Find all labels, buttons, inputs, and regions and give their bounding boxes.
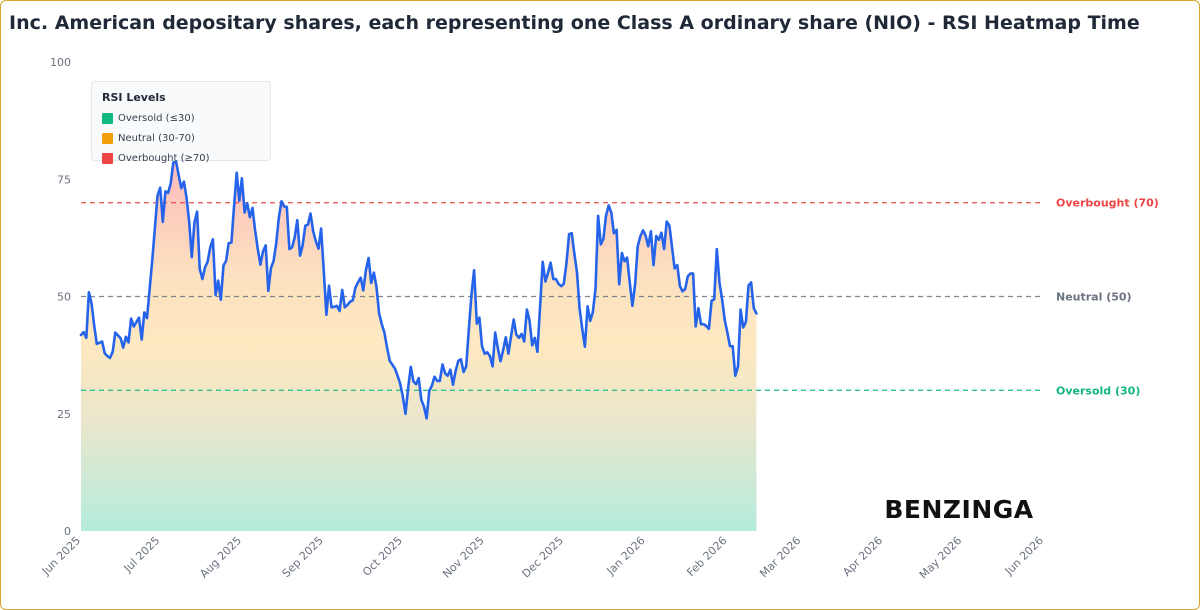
x-tick-label: Jan 2026 — [604, 534, 648, 578]
x-tick-label: Mar 2026 — [757, 534, 803, 580]
reference-line-label: Oversold (30) — [1056, 384, 1140, 397]
oversold-swatch — [102, 112, 113, 124]
legend-item-oversold: Oversold (≤30) — [102, 111, 195, 125]
reference-line-label: Overbought (70) — [1056, 197, 1159, 210]
y-axis: 0 25 50 75 100 — [50, 56, 71, 538]
overbought-swatch — [102, 152, 113, 164]
chart-title: Inc. American depositary shares, each re… — [9, 12, 1140, 34]
legend-label-oversold: Oversold (≤30) — [118, 112, 195, 124]
legend: RSI Levels Oversold (≤30) Neutral (30-70… — [91, 81, 271, 164]
legend-item-overbought: Overbought (≥70) — [102, 151, 210, 165]
y-tick-label: 75 — [57, 173, 71, 186]
benzinga-logo: BENZINGA — [881, 495, 1037, 525]
reference-lines: Overbought (70) Neutral (50) Oversold (30) — [81, 197, 1159, 397]
legend-item-neutral: Neutral (30-70) — [102, 131, 195, 145]
x-tick-label: May 2026 — [917, 534, 965, 582]
y-tick-label: 0 — [64, 525, 71, 538]
reference-line-label: Neutral (50) — [1056, 291, 1132, 304]
x-tick-label: Aug 2025 — [197, 534, 244, 581]
rsi-line — [79, 159, 758, 420]
y-tick-label: 100 — [50, 56, 71, 69]
y-tick-label: 25 — [57, 408, 71, 421]
legend-label-overbought: Overbought (≥70) — [118, 152, 210, 164]
x-tick-label: Nov 2025 — [440, 534, 487, 581]
x-tick-label: Jun 2025 — [39, 534, 83, 578]
x-tick-label: Dec 2025 — [519, 534, 566, 581]
x-tick-label: Jul 2025 — [121, 534, 163, 576]
legend-label-neutral: Neutral (30-70) — [118, 132, 195, 144]
y-tick-label: 50 — [57, 291, 71, 304]
x-tick-label: Apr 2026 — [840, 534, 885, 579]
x-tick-label: Sep 2025 — [280, 534, 326, 580]
x-axis: Jun 2025 Jul 2025 Aug 2025 Sep 2025 Oct 2025… — [39, 534, 1046, 582]
legend-title: RSI Levels — [102, 91, 166, 104]
rsi-area-fill — [81, 161, 757, 531]
x-tick-label: Feb 2026 — [684, 534, 729, 579]
x-tick-label: Oct 2025 — [360, 534, 405, 579]
x-tick-label: Jun 2026 — [1002, 534, 1046, 578]
neutral-swatch — [102, 132, 113, 144]
